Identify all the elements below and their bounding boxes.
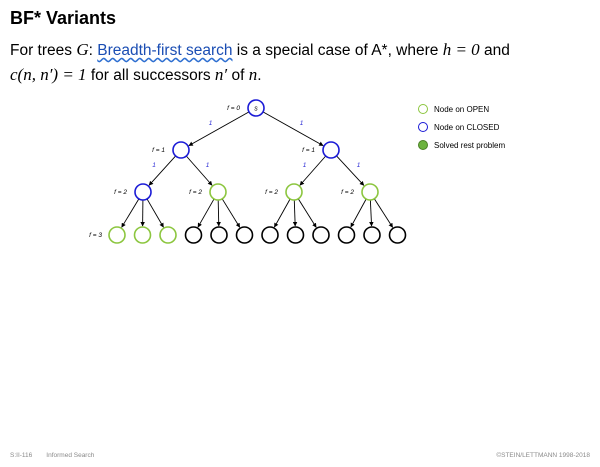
legend-label-open: Node on OPEN xyxy=(434,104,490,114)
edge-cost-label: 1 xyxy=(152,162,156,169)
f-value-label: f = 1 xyxy=(152,147,165,154)
solved-node-icon xyxy=(418,140,428,150)
tree-node-closed xyxy=(172,141,190,159)
tree-labels: 1 1 1 1 1 1 s f = 0 f = 1 f = 1 f = 2 f = 2 f = 2 f =… xyxy=(89,105,361,239)
math-n-prime: n′ xyxy=(214,65,228,84)
tree-edge xyxy=(185,155,213,186)
tree-edge xyxy=(369,199,374,227)
f-value-label: f = 2 xyxy=(341,189,354,196)
tree-edge xyxy=(299,155,327,186)
intro-text-5: for all successors xyxy=(86,67,215,84)
intro-text: For trees G: Breadth-first search is a s… xyxy=(10,38,595,88)
breadth-first-search-link[interactable]: Breadth-first search xyxy=(97,42,233,59)
tree-node-unexplored xyxy=(235,226,254,244)
intro-text-1: For trees xyxy=(10,42,77,59)
tree-node-unexplored xyxy=(337,226,356,244)
tree-edge xyxy=(373,198,394,228)
edge-cost-label: 1 xyxy=(303,162,307,169)
tree-node-unexplored xyxy=(286,226,305,244)
tree-node-unexplored xyxy=(312,226,330,244)
legend-label-solved: Solved rest problem xyxy=(434,140,506,150)
tree-nodes xyxy=(108,99,407,244)
footer-topic: Informed Search xyxy=(46,452,95,459)
legend-item-solved: Solved rest problem xyxy=(418,136,505,154)
f-value-label: f = 2 xyxy=(189,189,202,196)
tree-edge xyxy=(146,198,164,228)
tree-node-open xyxy=(159,226,177,244)
tree-edge xyxy=(262,111,324,146)
tree-edge xyxy=(336,155,365,186)
tree-node-open xyxy=(209,183,227,201)
root-node-label: s xyxy=(254,106,258,113)
f-value-label: f = 3 xyxy=(89,232,102,239)
tree-node-unexplored xyxy=(261,226,279,244)
tree-edge xyxy=(292,199,298,227)
edge-cost-label: 1 xyxy=(357,162,361,169)
tree-edge xyxy=(273,198,291,228)
tree-node-closed xyxy=(134,183,152,201)
f-value-label: f = 2 xyxy=(265,189,278,196)
tree-edges xyxy=(121,111,394,228)
tree-node-open xyxy=(285,183,303,201)
slide-title: BF* Variants xyxy=(10,8,117,28)
tree-edge xyxy=(197,198,215,228)
math-cost-equals-one: c(n, n′) = 1 xyxy=(10,65,87,84)
tree-edge xyxy=(297,198,317,228)
tree-node-unexplored xyxy=(388,226,407,244)
tree-node-closed xyxy=(322,141,340,159)
tree-edge xyxy=(121,198,140,228)
tree-edge xyxy=(188,111,250,146)
math-G: G xyxy=(76,40,89,59)
math-n: n xyxy=(248,65,258,84)
tree-edge xyxy=(148,155,176,186)
f-value-label: f = 1 xyxy=(302,147,315,154)
legend: Node on OPEN Node on CLOSED Solved rest … xyxy=(418,100,505,154)
edge-cost-label: 1 xyxy=(300,120,304,127)
open-node-icon xyxy=(418,104,428,114)
tree-node-unexplored xyxy=(363,226,381,244)
edge-cost-label: 1 xyxy=(206,162,210,169)
tree-node-open xyxy=(361,183,379,201)
legend-item-closed: Node on CLOSED xyxy=(418,118,505,136)
intro-text-3: is a special case of A*, where xyxy=(232,42,443,59)
tree-edge xyxy=(216,199,221,227)
tree-node-closed xyxy=(247,99,265,117)
tree-node-unexplored xyxy=(184,226,203,244)
tree-edge xyxy=(221,198,241,228)
footer-copyright: ©STEIN/LETTMANN 1998-2018 xyxy=(496,452,590,459)
tree-node-open xyxy=(108,226,126,244)
legend-label-closed: Node on CLOSED xyxy=(434,122,500,132)
tree-edge xyxy=(350,198,367,228)
f-value-label: f = 0 xyxy=(227,105,240,112)
footer-left: S:II-116 Informed Search xyxy=(10,452,94,459)
intro-text-2: : xyxy=(88,42,98,59)
tree-node-unexplored xyxy=(210,226,228,244)
intro-text-6: of xyxy=(227,67,249,84)
intro-text-4: and xyxy=(479,42,510,59)
slide-number: S:II-116 xyxy=(10,452,33,459)
math-h-equals-zero: h = 0 xyxy=(442,40,480,59)
legend-item-open: Node on OPEN xyxy=(418,100,505,118)
intro-text-7: . xyxy=(257,67,262,84)
closed-node-icon xyxy=(418,122,428,132)
f-value-label: f = 2 xyxy=(114,189,127,196)
tree-node-open xyxy=(133,226,152,244)
edge-cost-label: 1 xyxy=(209,120,213,127)
